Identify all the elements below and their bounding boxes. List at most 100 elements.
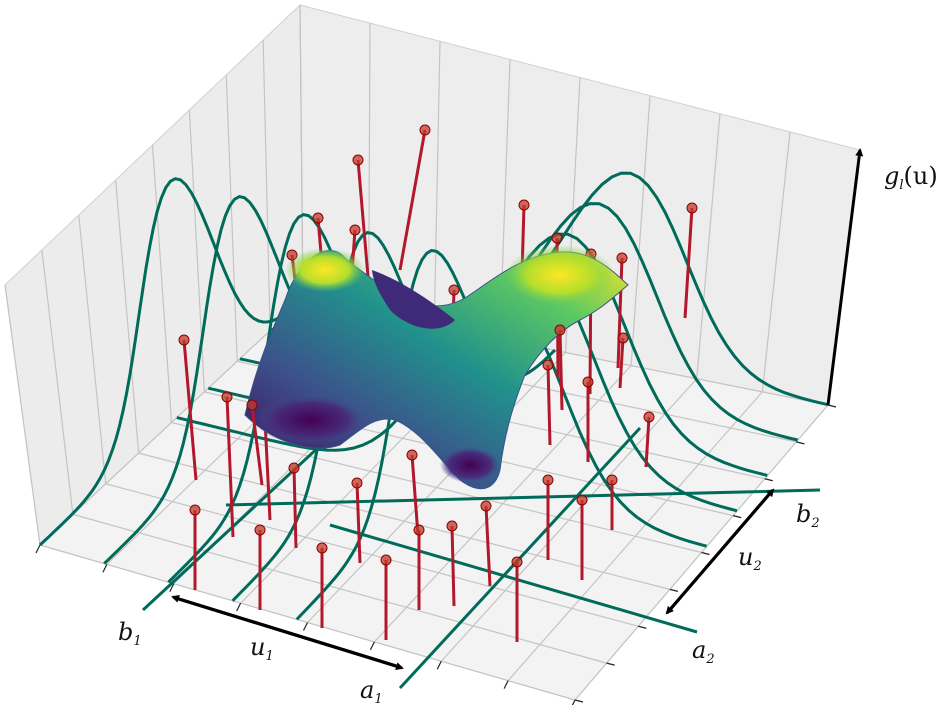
- stem-head: [406, 449, 418, 461]
- stem-head: [316, 542, 328, 554]
- stem-head: [542, 474, 554, 486]
- surface-valley: [372, 270, 455, 329]
- stem-line: [683, 207, 694, 319]
- stem-head: [554, 324, 566, 336]
- back-wall-grid-line: [368, 23, 371, 314]
- stem-line: [616, 257, 624, 369]
- stem-head: [413, 524, 425, 536]
- stem-head: [351, 477, 363, 489]
- left-wall-grid-line: [262, 39, 271, 331]
- stem-line: [450, 525, 456, 607]
- stem-head: [606, 474, 618, 486]
- stem-line: [618, 337, 625, 389]
- stem-line: [558, 329, 564, 411]
- a2-line: [329, 523, 698, 634]
- stem-head: [617, 332, 629, 344]
- a2-label: a2: [692, 636, 715, 667]
- back-wall-grid-line: [761, 131, 791, 392]
- stem-head: [189, 504, 201, 516]
- x-axis-tick: [436, 660, 442, 670]
- stem-line: [225, 396, 235, 538]
- stem-head: [542, 359, 554, 371]
- x-axis-tick: [570, 699, 576, 709]
- back-wall-grid-line: [630, 95, 651, 366]
- stem-head: [246, 399, 258, 411]
- stem-head: [448, 284, 460, 296]
- stem-head: [380, 554, 392, 566]
- stem-head: [352, 154, 364, 166]
- floor-grid-line: [507, 391, 763, 682]
- x-axis-tick: [236, 602, 242, 612]
- stems-front: [189, 324, 655, 642]
- y-axis-tick: [764, 478, 773, 482]
- stem-line: [292, 467, 298, 549]
- y-axis-tick: [574, 699, 584, 703]
- surface-peak-left: [285, 248, 365, 292]
- surface: [244, 245, 629, 490]
- stem-line: [484, 505, 492, 587]
- y-axis-tick: [606, 662, 615, 666]
- y-axis-tick: [669, 588, 679, 592]
- stem-head: [480, 500, 492, 512]
- stem-head: [551, 232, 563, 244]
- left-wall-curve: [38, 177, 304, 547]
- stem-head: [643, 411, 655, 423]
- surface-peak-right: [505, 245, 615, 305]
- y-axis-tick: [638, 625, 647, 629]
- stem-head: [254, 524, 266, 536]
- u2-label: u2: [738, 543, 762, 574]
- y-axis-tick: [732, 515, 742, 519]
- stem-line: [546, 364, 552, 446]
- back-wall-grid-line: [433, 41, 441, 327]
- stem-line: [250, 404, 264, 486]
- stem-head: [178, 334, 190, 346]
- stem-line: [644, 416, 651, 468]
- stem-head: [582, 376, 594, 388]
- left-wall-grid-line: [78, 214, 107, 484]
- y-axis-tick: [796, 441, 805, 445]
- left-wall-grid-line: [225, 74, 238, 362]
- y-axis-tick: [701, 551, 710, 556]
- stem-line: [410, 454, 420, 536]
- stem-head: [518, 199, 530, 211]
- surface-pit: [255, 395, 365, 445]
- x-axis-tick: [102, 564, 108, 573]
- stem-head: [419, 124, 431, 136]
- stem-head: [349, 224, 361, 236]
- stem-line: [182, 339, 198, 481]
- u2-arrow: [665, 488, 775, 615]
- stem-head: [511, 556, 523, 568]
- floor-grid-line: [440, 378, 698, 662]
- x-axis-tick: [169, 583, 175, 593]
- left-wall-grid-line: [41, 249, 74, 515]
- x-axis-tick: [369, 641, 375, 651]
- axis-ticks: [35, 404, 837, 709]
- back-wall-grid-line: [696, 113, 721, 379]
- stem-head: [312, 212, 324, 224]
- u1-label: u1: [250, 633, 274, 664]
- stem-head: [221, 391, 233, 403]
- stem-head: [576, 494, 588, 506]
- u1-arrow: [171, 594, 404, 671]
- stem-line: [398, 129, 427, 271]
- a1-label: a1: [360, 676, 383, 705]
- b2-label: b2: [796, 500, 820, 531]
- surface-pit-right: [440, 447, 500, 483]
- x-axis-tick: [35, 544, 41, 554]
- left-wall-grid-line: [151, 144, 173, 423]
- stem-head: [446, 520, 458, 532]
- vertical-axis-arrow: [826, 148, 864, 406]
- left-wall-grid-line: [115, 179, 140, 454]
- b2-line: [225, 488, 821, 507]
- stem-line: [355, 482, 362, 564]
- left-wall-grid-line: [4, 284, 41, 546]
- stem-head: [288, 462, 300, 474]
- back-wall-grid-line: [299, 4, 304, 301]
- stem-head: [616, 252, 628, 264]
- x-axis-tick: [503, 680, 509, 689]
- b1-label: b1: [118, 618, 142, 649]
- stem-head: [686, 202, 698, 214]
- floor-grid-line: [171, 421, 702, 554]
